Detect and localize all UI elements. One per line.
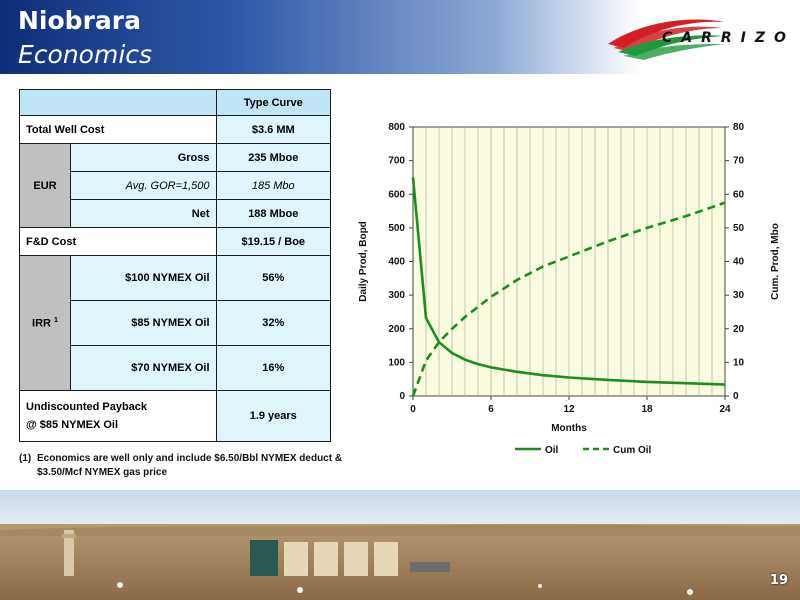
y2-tick-label-70: 70 bbox=[733, 156, 745, 167]
eur-gor-label: Avg. GOR=1,500 bbox=[70, 171, 217, 200]
eur-label: EUR bbox=[19, 143, 71, 228]
total-well-cost-value: $3.6 MM bbox=[215, 115, 332, 144]
page-number: 19 bbox=[769, 573, 788, 588]
series-line-oil bbox=[411, 177, 726, 386]
y-tick-label-500: 500 bbox=[388, 223, 405, 234]
y2-tick-label-10: 10 bbox=[733, 357, 745, 368]
eur-gross-value: 235 Mboe bbox=[215, 143, 332, 172]
payback-label: Undiscounted Payback @ $85 NYMEX Oil bbox=[19, 390, 217, 442]
table-header-blank bbox=[19, 89, 217, 116]
irr-label-text: IRR bbox=[32, 317, 51, 330]
y2-axis-label: Cum. Prod, Mbo bbox=[770, 223, 781, 300]
y-tick-label-0: 0 bbox=[399, 391, 405, 402]
irr-70-label: $70 NYMEX Oil bbox=[70, 345, 217, 391]
x-tick-label-6: 6 bbox=[488, 404, 494, 415]
total-well-cost-label: Total Well Cost bbox=[19, 115, 217, 144]
production-chart: 0100200300400500600700800010203040506070… bbox=[358, 122, 781, 456]
y-tick-label-800: 800 bbox=[388, 122, 405, 133]
y-axis-label: Daily Prod, Bopd bbox=[358, 221, 369, 302]
y2-tick-label-40: 40 bbox=[733, 257, 745, 268]
footnote: (1) Economics are well only and include … bbox=[19, 452, 349, 480]
y-tick-label-300: 300 bbox=[388, 290, 405, 301]
y2-tick-label-80: 80 bbox=[733, 122, 745, 133]
header-banner: Niobrara Economics CARRIZO bbox=[0, 0, 800, 74]
y-tick-label-100: 100 bbox=[388, 357, 405, 368]
irr-85-label: $85 NYMEX Oil bbox=[70, 300, 217, 346]
oilfield-photo bbox=[0, 490, 800, 600]
x-axis-label: Months bbox=[551, 423, 587, 434]
irr-label: IRR 1 bbox=[19, 255, 71, 391]
carrizo-logo-swoosh-icon bbox=[608, 19, 724, 60]
x-tick-label-12: 12 bbox=[563, 404, 575, 415]
page-subtitle: Economics bbox=[18, 40, 153, 69]
fd-cost-value: $19.15 / Boe bbox=[215, 227, 332, 256]
eur-gross-label: Gross bbox=[70, 143, 217, 172]
type-curve-header: Type Curve bbox=[215, 89, 332, 116]
irr-85-value: 32% bbox=[215, 300, 332, 346]
y-tick-label-700: 700 bbox=[388, 156, 405, 167]
irr-100-label: $100 NYMEX Oil bbox=[70, 255, 217, 301]
payback-value: 1.9 years bbox=[215, 390, 332, 442]
legend-label-oil: Oil bbox=[545, 445, 559, 456]
y2-tick-label-30: 30 bbox=[733, 290, 745, 301]
irr-footnote-marker: 1 bbox=[54, 316, 58, 324]
x-tick-label-18: 18 bbox=[641, 404, 653, 415]
footnote-number: (1) bbox=[19, 453, 32, 464]
irr-70-value: 16% bbox=[215, 345, 332, 391]
payback-label-line1: Undiscounted Payback bbox=[26, 401, 148, 413]
y2-tick-label-60: 60 bbox=[733, 189, 745, 200]
irr-100-value: 56% bbox=[215, 255, 332, 301]
legend-label-cum-oil: Cum Oil bbox=[613, 445, 652, 456]
eur-net-label: Net bbox=[70, 199, 217, 228]
eur-gor-value: 185 Mbo bbox=[215, 171, 332, 200]
y2-tick-label-50: 50 bbox=[733, 223, 745, 234]
y-tick-label-600: 600 bbox=[388, 189, 405, 200]
y-tick-label-200: 200 bbox=[388, 324, 405, 335]
y2-tick-label-20: 20 bbox=[733, 324, 745, 335]
series-line-cum-oil bbox=[411, 201, 726, 397]
y2-tick-label-0: 0 bbox=[733, 391, 739, 402]
payback-label-line2: @ $85 NYMEX Oil bbox=[26, 419, 119, 431]
y-tick-label-400: 400 bbox=[388, 257, 405, 268]
economics-table: Type Curve Total Well Cost $3.6 MM EUR G… bbox=[19, 89, 332, 442]
fd-cost-label: F&D Cost bbox=[19, 227, 217, 256]
page-title: Niobrara bbox=[18, 6, 141, 35]
carrizo-logo-text: CARRIZO bbox=[662, 30, 795, 46]
footnote-text: Economics are well only and include $6.5… bbox=[37, 453, 343, 478]
x-tick-label-0: 0 bbox=[410, 404, 416, 415]
eur-net-value: 188 Mboe bbox=[215, 199, 332, 228]
x-tick-label-24: 24 bbox=[719, 404, 731, 415]
